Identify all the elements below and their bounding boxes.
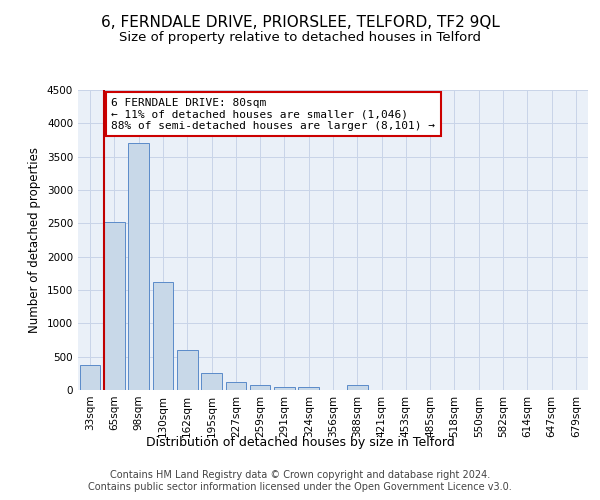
Text: Contains HM Land Registry data © Crown copyright and database right 2024.
Contai: Contains HM Land Registry data © Crown c… (88, 470, 512, 492)
Bar (80, 364, 100, 390)
Bar (128, 144, 149, 390)
Bar (250, 386, 271, 390)
Bar (152, 282, 173, 390)
Text: 6 FERNDALE DRIVE: 80sqm
← 11% of detached houses are smaller (1,046)
88% of semi: 6 FERNDALE DRIVE: 80sqm ← 11% of detache… (111, 98, 435, 130)
Bar (104, 222, 125, 390)
Text: Distribution of detached houses by size in Telford: Distribution of detached houses by size … (146, 436, 454, 449)
Bar (177, 350, 197, 390)
Y-axis label: Number of detached properties: Number of detached properties (28, 147, 41, 333)
Bar (298, 386, 319, 390)
Text: 6, FERNDALE DRIVE, PRIORSLEE, TELFORD, TF2 9QL: 6, FERNDALE DRIVE, PRIORSLEE, TELFORD, T… (101, 15, 499, 30)
Bar (274, 386, 295, 390)
Bar (347, 386, 368, 390)
Text: Size of property relative to detached houses in Telford: Size of property relative to detached ho… (119, 31, 481, 44)
Bar (226, 382, 246, 390)
Bar (201, 374, 222, 390)
